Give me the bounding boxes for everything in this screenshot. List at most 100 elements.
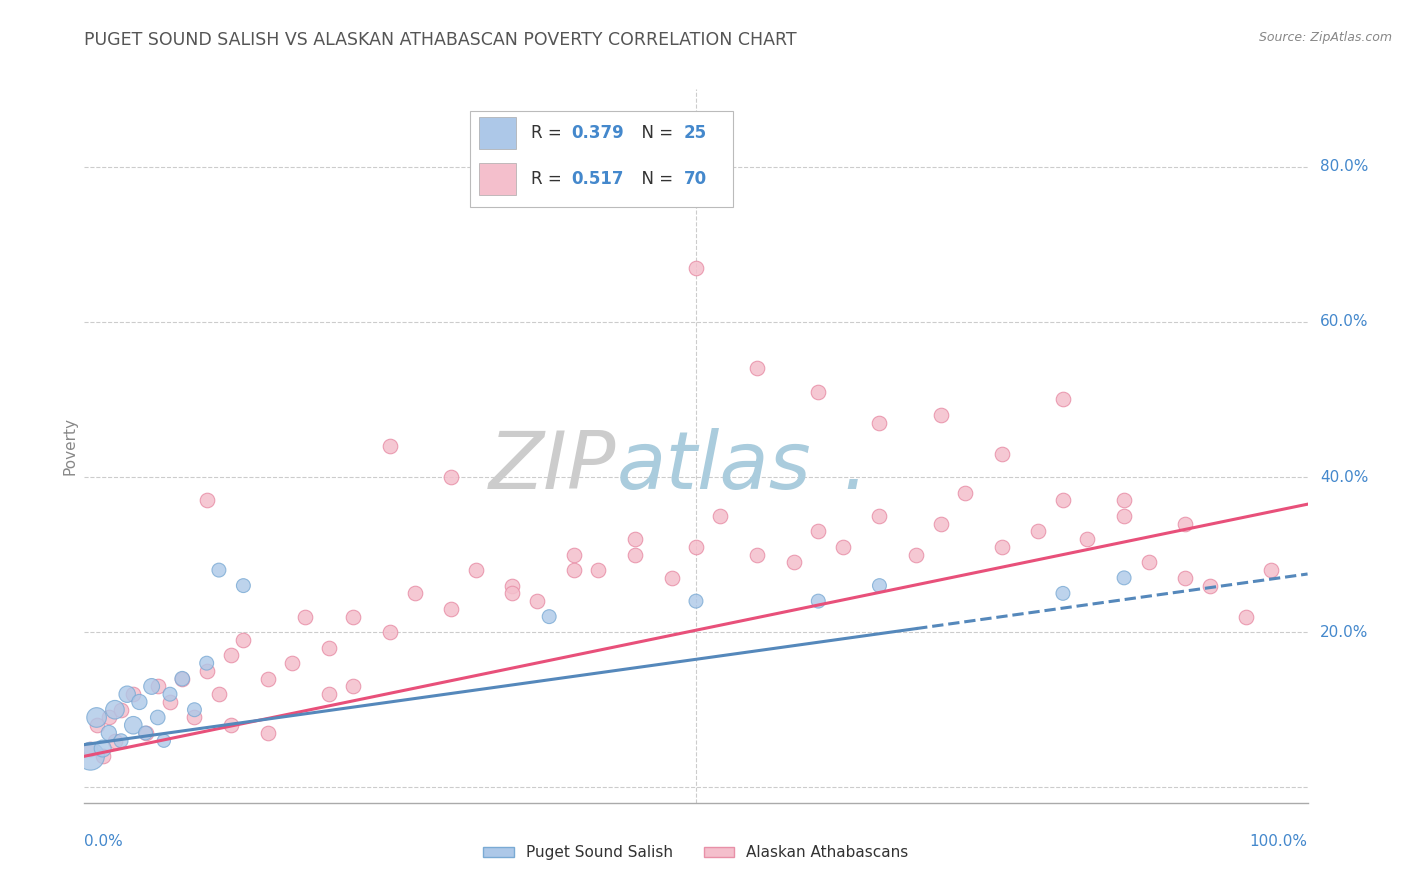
Point: [1260, 563, 1282, 577]
Point: [1052, 392, 1074, 407]
Point: [1114, 508, 1136, 523]
Point: [122, 718, 145, 732]
Point: [104, 703, 127, 717]
Point: [318, 687, 340, 701]
Point: [1028, 524, 1050, 539]
Point: [219, 648, 242, 663]
Point: [1234, 609, 1257, 624]
Text: R =: R =: [531, 170, 567, 188]
Text: 25: 25: [683, 124, 707, 142]
Point: [1114, 493, 1136, 508]
Point: [747, 361, 769, 376]
Point: [538, 609, 561, 624]
Point: [929, 408, 952, 422]
Point: [183, 710, 205, 724]
Point: [232, 632, 254, 647]
FancyBboxPatch shape: [479, 117, 516, 149]
Point: [1174, 571, 1197, 585]
Point: [110, 703, 132, 717]
Point: [990, 447, 1012, 461]
Point: [79, 749, 101, 764]
Point: [440, 470, 463, 484]
Point: [440, 602, 463, 616]
FancyBboxPatch shape: [470, 111, 733, 207]
Text: PUGET SOUND SALISH VS ALASKAN ATHABASCAN POVERTY CORRELATION CHART: PUGET SOUND SALISH VS ALASKAN ATHABASCAN…: [84, 31, 797, 49]
Point: [807, 524, 830, 539]
Point: [172, 672, 194, 686]
Point: [661, 571, 683, 585]
Point: [709, 508, 731, 523]
Point: [501, 579, 523, 593]
Point: [869, 508, 891, 523]
Text: ZIP: ZIP: [489, 428, 616, 507]
Point: [464, 563, 486, 577]
Point: [86, 710, 108, 724]
Point: [146, 710, 169, 724]
Point: [110, 733, 132, 747]
Point: [807, 594, 830, 608]
Point: [1052, 493, 1074, 508]
Text: 20.0%: 20.0%: [1320, 624, 1368, 640]
Point: [183, 703, 205, 717]
Text: N =: N =: [631, 124, 679, 142]
Point: [586, 563, 609, 577]
Point: [380, 439, 402, 453]
Text: 60.0%: 60.0%: [1320, 314, 1368, 329]
Point: [86, 718, 108, 732]
Point: [97, 710, 120, 724]
Point: [807, 384, 830, 399]
Point: [404, 586, 426, 600]
Point: [294, 609, 316, 624]
Point: [257, 672, 280, 686]
Point: [1137, 555, 1160, 569]
Point: [195, 664, 218, 678]
Point: [97, 726, 120, 740]
Point: [1174, 516, 1197, 531]
Point: [685, 260, 707, 275]
Point: [195, 656, 218, 670]
Point: [153, 733, 176, 747]
Point: [146, 680, 169, 694]
Y-axis label: Poverty: Poverty: [62, 417, 77, 475]
Point: [1052, 586, 1074, 600]
Point: [831, 540, 853, 554]
Point: [79, 741, 101, 756]
Point: [257, 726, 280, 740]
Point: [195, 493, 218, 508]
Point: [869, 416, 891, 430]
Point: [135, 726, 157, 740]
Text: 80.0%: 80.0%: [1320, 160, 1368, 174]
Text: N =: N =: [631, 170, 679, 188]
Text: .: .: [842, 428, 869, 507]
Point: [159, 695, 181, 709]
Point: [104, 733, 127, 747]
Point: [624, 532, 647, 546]
Point: [232, 579, 254, 593]
Text: 70: 70: [683, 170, 707, 188]
Point: [953, 485, 976, 500]
Point: [342, 609, 364, 624]
Point: [501, 586, 523, 600]
Point: [135, 726, 157, 740]
Point: [1114, 571, 1136, 585]
Point: [685, 540, 707, 554]
Text: R =: R =: [531, 124, 567, 142]
Text: 0.379: 0.379: [571, 124, 624, 142]
Point: [208, 687, 231, 701]
Point: [685, 594, 707, 608]
Point: [869, 579, 891, 593]
Point: [91, 749, 114, 764]
Point: [990, 540, 1012, 554]
Point: [128, 695, 150, 709]
Text: 100.0%: 100.0%: [1250, 834, 1308, 848]
Text: 40.0%: 40.0%: [1320, 469, 1368, 484]
Point: [905, 548, 928, 562]
Text: 0.0%: 0.0%: [84, 834, 124, 848]
Point: [929, 516, 952, 531]
Point: [172, 672, 194, 686]
Point: [1076, 532, 1098, 546]
Text: 0.517: 0.517: [571, 170, 624, 188]
Text: Source: ZipAtlas.com: Source: ZipAtlas.com: [1258, 31, 1392, 45]
Point: [318, 640, 340, 655]
Point: [562, 563, 585, 577]
